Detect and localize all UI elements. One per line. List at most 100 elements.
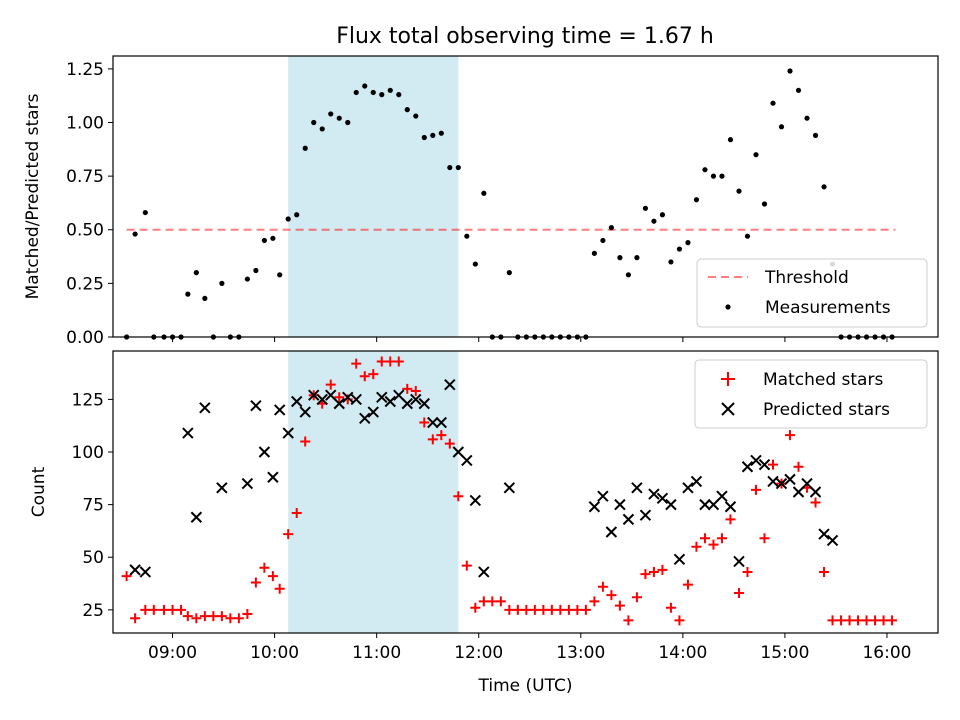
measurement-point [261, 237, 267, 244]
figure-title: Flux total observing time = 1.67 h [336, 24, 714, 49]
matched-point [410, 385, 421, 396]
matched-point [402, 383, 413, 394]
measurement-point [821, 184, 827, 190]
predicted-point [452, 446, 465, 458]
matched-point [182, 611, 193, 622]
measurement-point [396, 92, 402, 98]
measurement-point [379, 92, 385, 98]
predicted-point [139, 566, 152, 578]
matched-point [521, 604, 532, 615]
matched-point [167, 604, 178, 615]
matched-point [242, 609, 253, 620]
matched-point [759, 533, 770, 544]
measurement-point [472, 261, 478, 267]
measurement-point [685, 240, 691, 246]
bottom-y-axis: 25 50 75 100 125 [72, 390, 113, 621]
matched-point [614, 600, 625, 611]
matched-point [674, 615, 685, 626]
top-y-tick-label: 1.25 [66, 60, 104, 80]
matched-point [334, 392, 345, 403]
matched-point [487, 596, 498, 607]
predicted-point [665, 498, 677, 511]
predicted-point [733, 555, 745, 568]
matched-point [393, 356, 404, 367]
bottom-y-tick-label: 50 [82, 548, 104, 568]
x-tick-label: 10:00 [250, 643, 299, 663]
measurement-point [438, 130, 444, 136]
matched-point [750, 484, 761, 495]
matched-point [827, 615, 838, 626]
matched-point [359, 371, 370, 382]
measurement-point [812, 132, 819, 138]
matched-point [130, 613, 141, 624]
predicted-point [367, 406, 379, 418]
predicted-point [401, 397, 413, 410]
matched-point [504, 604, 515, 615]
predicted-point [801, 477, 813, 490]
matched-point [861, 615, 872, 626]
predicted-point [282, 427, 294, 439]
predicted-point [707, 498, 720, 511]
measurement-point [506, 270, 512, 276]
matched-point [225, 613, 236, 624]
matched-point [878, 615, 889, 626]
matched-point [563, 604, 574, 615]
measurement-point [795, 87, 802, 93]
matched-point [368, 369, 379, 380]
predicted-point [503, 482, 516, 494]
top-panel: 0.00 0.25 0.50 0.75 1.00 1.25 Matched/Predict… [23, 55, 939, 348]
top-y-axis: 0.00 0.25 0.50 0.75 1.00 1.25 [66, 60, 113, 348]
top-y-tick-label: 1.00 [66, 113, 104, 133]
predicted-point [291, 395, 303, 408]
predicted-point [639, 509, 652, 521]
predicted-point [826, 534, 839, 547]
measurement-point [404, 107, 410, 113]
measurement-point [455, 164, 461, 171]
measurement-point [710, 173, 717, 179]
legend-matched-label: Matched stars [763, 370, 883, 390]
predicted-point [716, 490, 728, 502]
top-y-tick-label: 0.50 [66, 221, 104, 241]
top-plot-frame [112, 55, 939, 338]
measurement-point [659, 212, 666, 218]
matched-point [691, 541, 702, 552]
bottom-y-tick-label: 25 [82, 601, 104, 621]
measurement-point [430, 132, 436, 138]
predicted-point [597, 490, 609, 502]
predicted-point [818, 528, 830, 540]
matched-point [325, 379, 336, 390]
bottom-legend-box [694, 359, 928, 429]
predicted-point [469, 494, 482, 507]
measurement-point [253, 267, 259, 274]
matched-point [159, 604, 170, 615]
measurement-point [634, 255, 640, 261]
matched-point [657, 564, 668, 575]
predicted-point [724, 501, 737, 513]
matched-point [699, 533, 710, 544]
matched-point [597, 581, 608, 592]
matched-point [665, 602, 676, 613]
x-tick-label: 13:00 [556, 643, 605, 663]
matched-point [419, 417, 430, 428]
predicted-point [129, 564, 141, 576]
matched-point [853, 615, 864, 626]
matched-point [250, 577, 261, 588]
matched-point [283, 529, 294, 540]
predicted-point [299, 406, 311, 418]
measurement-point [185, 291, 191, 297]
predicted-point [376, 391, 388, 404]
matched-point [274, 583, 285, 594]
predicted-point [588, 501, 601, 513]
predicted-point [622, 513, 635, 526]
bottom-y-axis-label: Count [29, 466, 49, 517]
measurement-point [625, 272, 632, 278]
matched-point [733, 588, 744, 599]
predicted-point [690, 475, 703, 488]
matched-point [742, 566, 753, 577]
measurement-point [744, 233, 751, 239]
measurement-point [642, 205, 649, 211]
x-tick-label: 11:00 [352, 643, 401, 663]
measurement-point [285, 216, 291, 222]
x-tick-label: 12:00 [454, 643, 503, 663]
measurement-point [319, 126, 325, 132]
